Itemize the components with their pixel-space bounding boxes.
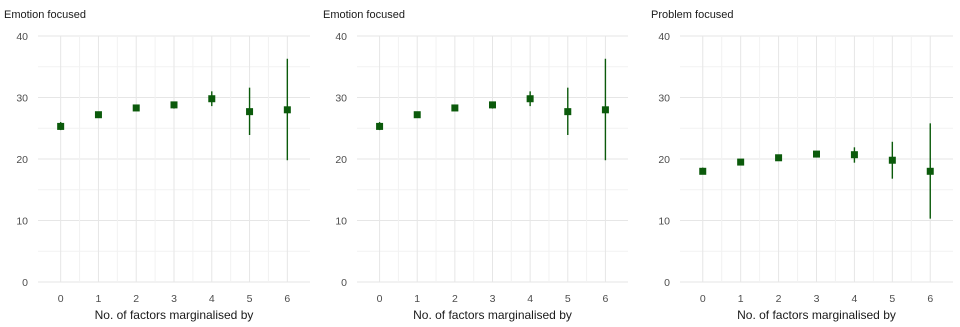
y-tick-label: 40 bbox=[335, 31, 347, 43]
data-point bbox=[283, 106, 291, 114]
x-tick-label: 1 bbox=[96, 293, 102, 305]
x-tick-label: 2 bbox=[133, 293, 139, 305]
y-tick-label: 20 bbox=[16, 154, 28, 166]
x-tick-label: 4 bbox=[527, 293, 533, 305]
x-tick-label: 2 bbox=[452, 293, 458, 305]
x-tick-label: 1 bbox=[414, 293, 420, 305]
data-point bbox=[246, 108, 254, 116]
data-point bbox=[926, 167, 934, 175]
data-point bbox=[451, 104, 459, 112]
y-tick-label: 0 bbox=[341, 277, 347, 289]
y-tick-label: 40 bbox=[16, 31, 28, 43]
x-tick-label: 3 bbox=[814, 293, 820, 305]
x-axis-label: No. of factors marginalised by bbox=[95, 308, 254, 322]
data-point bbox=[699, 167, 707, 175]
data-point bbox=[737, 158, 745, 166]
y-tick-label: 20 bbox=[658, 154, 670, 166]
data-point bbox=[813, 150, 820, 158]
y-tick-label: 30 bbox=[335, 93, 347, 105]
x-tick-label: 6 bbox=[284, 293, 290, 305]
x-tick-label: 1 bbox=[738, 293, 744, 305]
x-tick-label: 6 bbox=[927, 293, 933, 305]
data-point bbox=[94, 111, 102, 119]
y-tick-label: 10 bbox=[658, 216, 670, 228]
data-point bbox=[775, 154, 783, 162]
x-axis-label: No. of factors marginalised by bbox=[413, 308, 572, 322]
data-point bbox=[564, 108, 572, 116]
x-tick-label: 3 bbox=[171, 293, 177, 305]
data-point bbox=[208, 95, 216, 103]
panel-title: Emotion focused bbox=[323, 9, 405, 21]
x-tick-label: 2 bbox=[776, 293, 782, 305]
y-tick-label: 0 bbox=[22, 277, 28, 289]
x-tick-label: 0 bbox=[58, 293, 64, 305]
x-tick-label: 5 bbox=[247, 293, 253, 305]
data-point bbox=[57, 122, 65, 130]
y-tick-label: 40 bbox=[658, 31, 670, 43]
data-point bbox=[888, 156, 896, 164]
data-point bbox=[526, 95, 534, 103]
panel-title: Emotion focused bbox=[4, 9, 86, 21]
x-tick-label: 4 bbox=[851, 293, 857, 305]
chart-panel-1: 0 10 20 30 40 0 1 2 3 4 5 6 Emotion focused No. of fa… bbox=[4, 9, 310, 322]
x-axis-label: No. of factors marginalised by bbox=[737, 308, 896, 322]
panel-title: Problem focused bbox=[651, 9, 734, 21]
y-tick-label: 20 bbox=[335, 154, 347, 166]
y-tick-label: 10 bbox=[335, 216, 347, 228]
y-tick-label: 30 bbox=[16, 93, 28, 105]
data-point bbox=[132, 104, 140, 112]
y-tick-label: 0 bbox=[664, 277, 670, 289]
chart-panel-3: 0 10 20 30 40 0 1 2 3 4 5 6 Problem focused No. of fa… bbox=[651, 9, 953, 322]
data-point bbox=[850, 151, 858, 159]
data-point bbox=[376, 122, 384, 130]
x-tick-label: 0 bbox=[377, 293, 383, 305]
x-tick-label: 5 bbox=[889, 293, 895, 305]
chart-panel-2: 0 10 20 30 40 0 1 2 3 4 5 6 Emotion focused No. of fa… bbox=[323, 9, 628, 322]
x-tick-label: 0 bbox=[700, 293, 706, 305]
y-tick-label: 10 bbox=[16, 216, 28, 228]
x-tick-label: 4 bbox=[209, 293, 215, 305]
data-point bbox=[413, 111, 421, 119]
x-tick-label: 6 bbox=[602, 293, 608, 305]
data-point bbox=[170, 101, 178, 109]
data-point bbox=[601, 106, 609, 114]
x-tick-label: 5 bbox=[565, 293, 571, 305]
data-point bbox=[489, 101, 496, 109]
y-tick-label: 30 bbox=[658, 93, 670, 105]
x-tick-label: 3 bbox=[490, 293, 496, 305]
